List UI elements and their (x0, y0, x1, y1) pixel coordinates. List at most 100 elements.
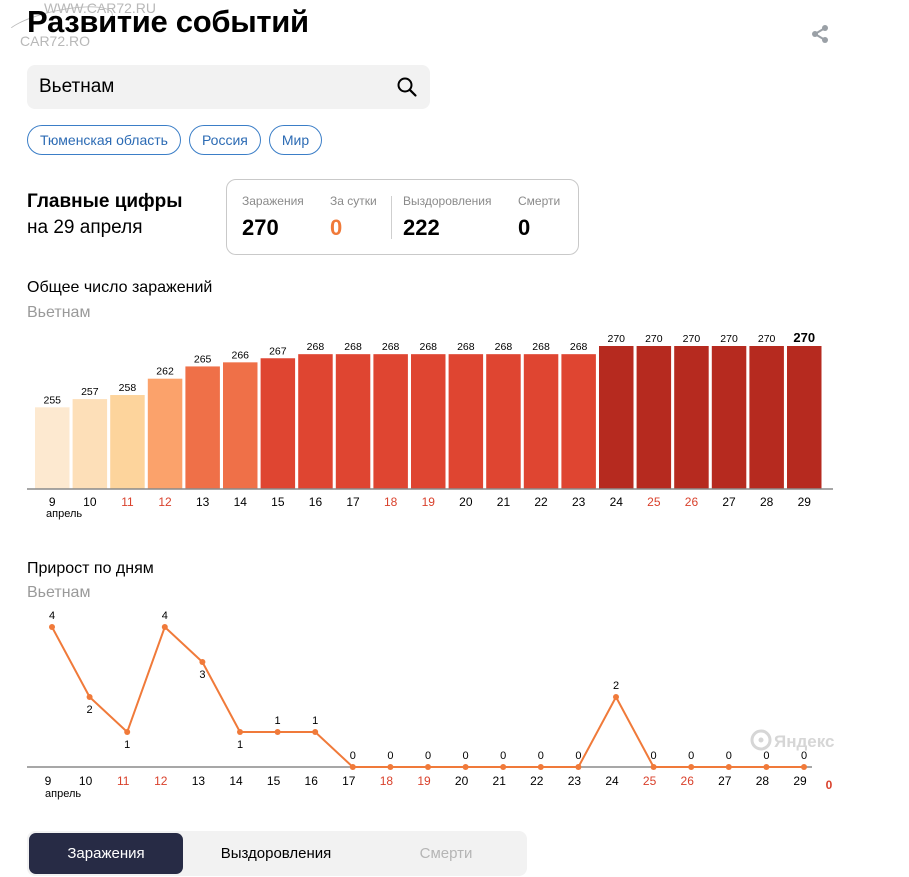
yandex-watermark: Яндекс (774, 732, 834, 751)
x-tick-label: 19 (417, 774, 431, 788)
bar (260, 358, 296, 489)
tab-deaths[interactable]: Смерти (419, 845, 473, 862)
x-tick-label: 21 (493, 774, 507, 788)
bar (223, 362, 258, 489)
point-value-label: 0 (726, 750, 732, 762)
bar-value-label: 270 (720, 333, 738, 345)
point-value-label: 0 (425, 750, 431, 762)
bar (523, 354, 559, 489)
share-button[interactable] (808, 22, 832, 46)
point-value-label: 0 (500, 750, 506, 762)
bar-value-label: 255 (43, 394, 61, 406)
data-point (462, 764, 469, 770)
month-label: апрель (46, 508, 82, 520)
bar-value-label: 268 (532, 341, 550, 353)
search-button[interactable] (396, 76, 418, 98)
x-tick-label: 17 (346, 495, 360, 509)
bar-value-label: 267 (269, 345, 287, 357)
point-value-label: 0 (763, 750, 769, 762)
data-point (349, 764, 356, 770)
bar (448, 354, 484, 489)
stat-label: Смерти (518, 194, 561, 208)
bar-value-label: 268 (419, 341, 437, 353)
bar (787, 346, 822, 489)
stats-card: Заражения 270 За сутки 0 Выздоровления 2… (226, 179, 579, 255)
region-chips: Тюменская область Россия Мир (27, 125, 323, 155)
bar (636, 346, 672, 489)
data-point (763, 764, 770, 770)
point-value-label: 0 (688, 750, 694, 762)
total-infections-chart: 255 9 257 10 258 11 262 12 265 13 266 14 267 15 268 16 2… (27, 330, 833, 520)
daily-chart-title: Прирост по дням (27, 560, 154, 577)
total-chart-title: Общее число заражений (27, 279, 213, 296)
yandex-logo-dot (758, 737, 764, 743)
bar-value-label: 268 (457, 341, 475, 353)
stat-recoveries: Выздоровления 222 (403, 194, 492, 241)
x-tick-label: 18 (380, 774, 394, 788)
data-point (575, 764, 582, 770)
data-point (688, 764, 695, 770)
bar (147, 378, 183, 489)
point-value-label: 0 (387, 750, 393, 762)
x-tick-label: 23 (572, 495, 586, 509)
point-value-label: 0 (350, 750, 356, 762)
x-tick-label: 12 (154, 774, 168, 788)
metric-tabs: Заражения Выздоровления Смерти (27, 831, 527, 876)
bar-value-label: 258 (119, 382, 137, 394)
point-value-label: 3 (199, 669, 205, 681)
x-tick-label: 22 (530, 774, 544, 788)
daily-growth-chart: 4921011141231311411511601701801902002102… (27, 610, 834, 800)
bar-value-label: 270 (758, 333, 776, 345)
data-point (387, 764, 394, 770)
data-point (161, 624, 168, 630)
point-value-label: 0 (463, 750, 469, 762)
point-value-label: 0 (651, 750, 657, 762)
bar-value-label: 270 (607, 333, 625, 345)
point-value-label: 4 (49, 610, 55, 622)
x-tick-label: 21 (497, 495, 511, 509)
x-tick-label: 10 (83, 495, 97, 509)
stat-label: За сутки (330, 194, 377, 208)
bar (35, 407, 70, 489)
chip-tyumen-region[interactable]: Тюменская область (27, 125, 181, 155)
data-point (613, 694, 619, 700)
bar (72, 399, 108, 489)
x-tick-label: 24 (605, 774, 619, 788)
data-point (650, 764, 657, 770)
site-watermark: WWW.CAR72.RU CAR72.RO (2, 0, 156, 52)
tab-recoveries[interactable]: Выздоровления (220, 845, 332, 862)
bar (674, 346, 709, 489)
chip-world[interactable]: Мир (268, 125, 323, 155)
x-tick-label: 14 (229, 774, 243, 788)
bar-value-label: 262 (156, 366, 174, 378)
stats-divider (391, 196, 392, 239)
point-value-label: 1 (237, 739, 243, 751)
chip-russia[interactable]: Россия (188, 125, 261, 155)
stat-label: Заражения (242, 194, 304, 208)
x-tick-label: 19 (422, 495, 436, 509)
point-value-label: 0 (801, 750, 807, 762)
main-figures-date: на 29 апреля (27, 217, 143, 238)
x-tick-label: 27 (718, 774, 732, 788)
bar (298, 354, 333, 489)
x-tick-label: 27 (722, 495, 736, 509)
data-point (199, 659, 206, 665)
watermark-line-2: CAR72.RO (20, 33, 91, 49)
stat-value: 0 (518, 215, 531, 240)
x-tick-label: 15 (271, 495, 285, 509)
x-tick-label: 25 (643, 774, 657, 788)
stat-deaths: Смерти 0 (518, 194, 560, 241)
point-value-label: 1 (124, 739, 130, 751)
x-tick-label: 16 (309, 495, 323, 509)
bar (486, 354, 521, 489)
x-tick-label: 22 (534, 495, 548, 509)
search-input[interactable] (39, 65, 379, 109)
tab-infections[interactable]: Заражения (29, 833, 183, 874)
series-line (51, 625, 804, 768)
x-tick-label: 10 (79, 774, 93, 788)
point-value-label: 0 (538, 750, 544, 762)
data-point (537, 764, 544, 770)
x-tick-label: 23 (568, 774, 582, 788)
data-point (801, 764, 807, 770)
x-tick-label: 11 (117, 774, 130, 788)
